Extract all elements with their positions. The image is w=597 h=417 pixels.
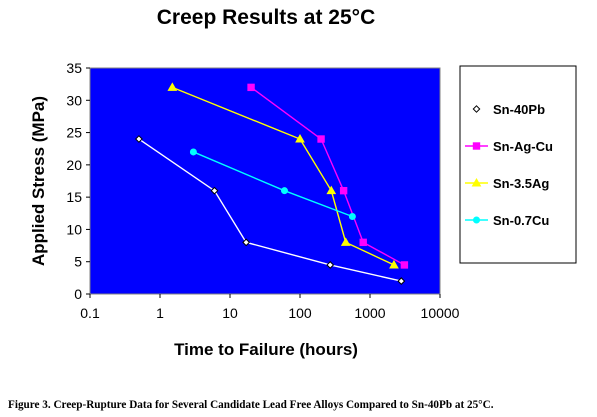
data-point: [400, 261, 409, 269]
data-point: [359, 238, 367, 247]
y-tick-label: 20: [66, 157, 82, 173]
x-tick-label: 10000: [421, 305, 460, 321]
data-point: [326, 185, 337, 195]
data-point: [280, 187, 288, 195]
legend-box: [459, 65, 577, 264]
legend-marker: [473, 216, 480, 224]
data-point: [189, 148, 197, 156]
legend-label: Sn-40Pb: [493, 102, 545, 117]
y-axis: 0 5 10 15 20 25 30 35: [66, 60, 90, 302]
y-tick-label: 15: [66, 189, 82, 205]
x-axis-label: Time to Failure (hours): [174, 340, 358, 359]
series-sn-ag-cu: [247, 83, 409, 269]
legend-entry: Sn-0.7Cu: [465, 213, 549, 228]
y-tick-label: 10: [66, 221, 82, 237]
figure-caption: Figure 3. Creep-Rupture Data for Several…: [8, 399, 494, 411]
series-layer: [135, 82, 409, 285]
data-point: [135, 135, 143, 143]
legend-entry: Sn-3.5Ag: [465, 176, 549, 191]
data-point: [295, 134, 305, 143]
data-point: [317, 135, 325, 143]
legend-marker: [472, 142, 481, 150]
legend-marker: [471, 177, 482, 187]
y-tick-label: 0: [74, 286, 82, 302]
legend-label: Sn-0.7Cu: [493, 213, 549, 228]
data-point: [389, 259, 399, 269]
series-sn-3-5ag: [167, 82, 399, 269]
legend-label: Sn-3.5Ag: [493, 176, 549, 191]
series-sn-40pb: [135, 135, 406, 285]
x-tick-label: 1000: [354, 305, 385, 321]
legend-entry: Sn-40Pb: [465, 102, 545, 117]
data-point: [167, 82, 178, 91]
legend-entry: Sn-Ag-Cu: [465, 139, 553, 154]
plot-area: [89, 67, 441, 295]
data-point: [247, 83, 255, 92]
y-tick-label: 35: [66, 60, 82, 76]
x-tick-label: 0.1: [80, 305, 100, 321]
y-axis-label: Applied Stress (MPa): [29, 96, 48, 266]
legend: Sn-40Pb Sn-Ag-Cu Sn-3.5Ag Sn-0.7Cu: [465, 102, 553, 228]
data-point: [397, 277, 406, 285]
x-axis: 0.1 1 10 100 1000 10000: [80, 294, 460, 321]
data-point: [210, 186, 219, 195]
data-point: [339, 186, 348, 195]
y-tick-label: 30: [66, 92, 82, 108]
data-point: [242, 238, 251, 247]
y-tick-label: 25: [66, 125, 82, 141]
legend-label: Sn-Ag-Cu: [493, 139, 553, 154]
data-point: [348, 213, 356, 221]
data-point: [340, 237, 351, 246]
x-tick-label: 1: [156, 305, 164, 321]
data-point: [326, 261, 335, 269]
series-sn-0-7cu: [189, 148, 356, 221]
x-tick-label: 10: [222, 305, 238, 321]
y-tick-label: 5: [74, 254, 82, 270]
chart-title: Creep Results at 25°C: [157, 6, 375, 29]
legend-marker: [472, 105, 481, 113]
x-tick-label: 100: [288, 305, 312, 321]
